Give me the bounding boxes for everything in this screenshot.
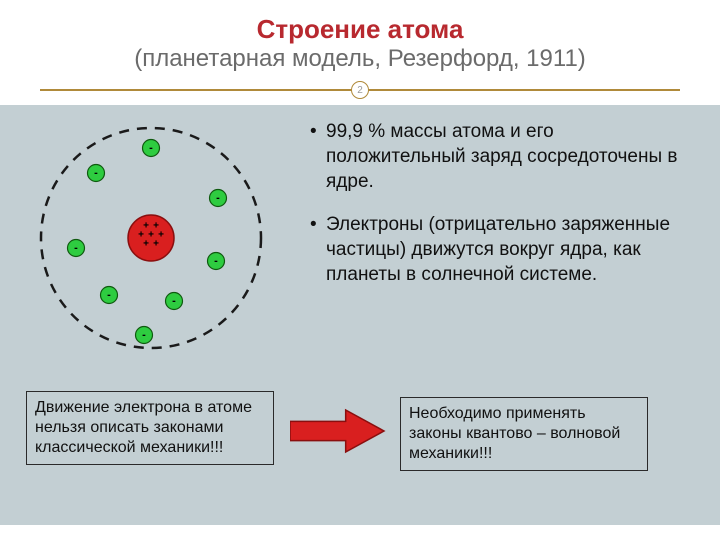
title-rule: 2	[40, 81, 680, 97]
bullet-text: 99,9 % массы атома и его положительный з…	[326, 119, 692, 194]
nucleus: +++++++	[128, 215, 174, 261]
bullet-text: Электроны (отрицательно заряженные части…	[326, 212, 692, 287]
electron-minus-icon: -	[172, 295, 176, 307]
electron-minus-icon: -	[74, 242, 78, 254]
bullet-item: • 99,9 % массы атома и его положительный…	[310, 119, 692, 194]
slide: Строение атома (планетарная модель, Резе…	[0, 0, 720, 540]
proton-plus-icon: +	[153, 239, 159, 250]
content-panel: +++++++ - - - - - - - - • 99,9 % массы атома и …	[0, 105, 720, 525]
electron-minus-icon: -	[216, 192, 220, 204]
bullet-list: • 99,9 % массы атома и его положительный…	[310, 119, 692, 305]
note-box-left: Движение электрона в атоме нельзя описат…	[26, 391, 274, 465]
bullet-marker: •	[310, 212, 326, 287]
arrow-icon	[290, 408, 386, 454]
electron-minus-icon: -	[149, 142, 153, 154]
bullet-marker: •	[310, 119, 326, 194]
title-block: Строение атома (планетарная модель, Резе…	[0, 0, 720, 81]
proton-plus-icon: +	[158, 230, 164, 241]
title-main: Строение атома	[257, 14, 464, 44]
title-sub: (планетарная модель, Резерфорд, 1911)	[134, 45, 586, 72]
electron-minus-icon: -	[142, 329, 146, 341]
electron-minus-icon: -	[214, 255, 218, 267]
proton-plus-icon: +	[143, 239, 149, 250]
electron-minus-icon: -	[94, 167, 98, 179]
page-number-badge: 2	[351, 81, 369, 99]
note-box-right: Необходимо применять законы квантово – в…	[400, 397, 648, 471]
bullet-item: • Электроны (отрицательно заряженные час…	[310, 212, 692, 287]
atom-diagram: +++++++ - - - - - - - -	[26, 113, 276, 363]
electron-minus-icon: -	[107, 289, 111, 301]
